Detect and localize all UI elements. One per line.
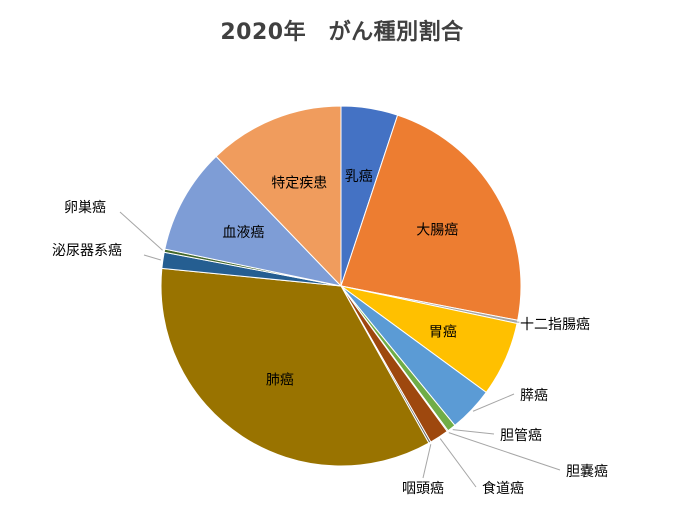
data-label-slice-12: 卵巣癌 [64,200,106,216]
pie-slice-13 [164,155,343,287]
data-label-slice-1: 乳癌 [345,169,373,185]
data-label-slice-13: 血液癌 [222,225,264,241]
pie-slice-14 [215,105,342,288]
leader-line-slice-7 [448,432,561,471]
data-label-slice-5: 膵癌 [520,388,548,404]
leader-line-slice-8 [439,438,477,488]
leader-line-slice-11 [143,254,162,261]
leader-line-slice-5 [472,393,515,412]
data-label-slice-3: 十二指腸癌 [520,317,590,333]
leader-line-slice-12 [119,211,163,251]
data-label-slice-14: 特定疾患 [271,175,327,191]
data-label-slice-8: 食道癌 [482,480,524,497]
data-label-slice-10: 肺癌 [266,372,294,388]
data-label-slice-11: 泌尿器系癌 [52,243,122,259]
leader-line-slice-9 [422,444,432,479]
pie-slice-10 [160,267,430,467]
leader-line-slice-6 [452,429,495,435]
data-label-slice-6: 胆管癌 [500,428,542,444]
pie-slice-2 [340,114,522,321]
chart-title: 2020年 がん種別割合 [220,20,464,45]
data-label-slice-4: 胃癌 [429,325,457,341]
data-label-slice-2: 大腸癌 [416,223,458,239]
data-label-slice-7: 胆嚢癌 [566,464,608,480]
data-label-slice-9: 咽頭癌 [402,481,444,497]
